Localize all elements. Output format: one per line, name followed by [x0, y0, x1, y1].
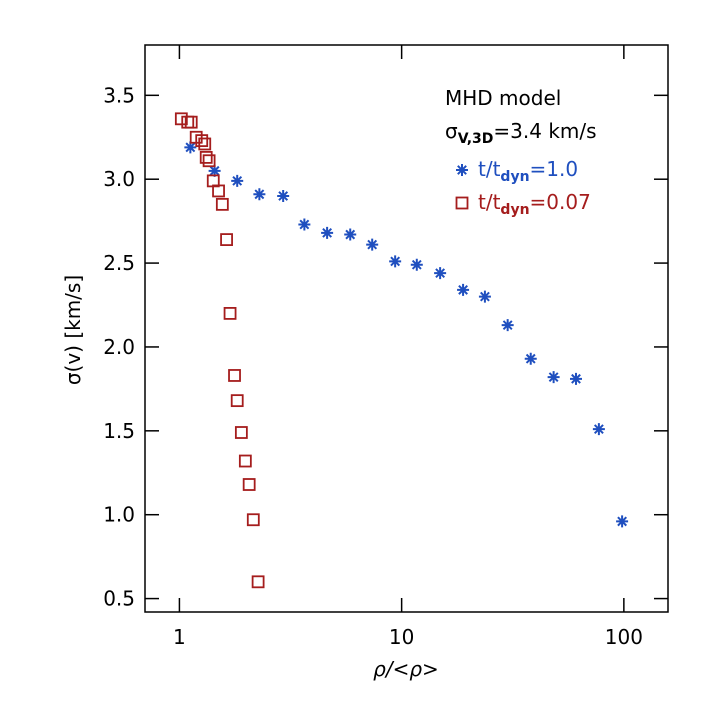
data-point	[234, 426, 248, 439]
data-point	[501, 319, 514, 332]
data-point	[246, 513, 260, 527]
annotation: σV,3D=3.4 km/s	[445, 119, 597, 147]
y-tick-label: 3.5	[103, 83, 135, 107]
data-point	[389, 255, 402, 268]
y-tick-label: 0.5	[103, 587, 135, 611]
x-tick-label: 100	[605, 625, 643, 649]
data-point	[298, 218, 311, 231]
y-tick-label: 1.5	[103, 419, 135, 443]
legend-label: t/tdyn=1.0	[478, 157, 578, 185]
x-axis-label: ρ/<ρ>	[373, 657, 439, 681]
legend-part: =1.0	[530, 157, 579, 181]
data-point	[230, 394, 244, 408]
data-point	[616, 515, 629, 528]
data-point	[434, 267, 447, 280]
data-point	[199, 150, 213, 164]
data-point	[457, 283, 470, 296]
data-point	[242, 478, 256, 491]
data-point	[202, 154, 216, 168]
annotation-part: σ	[445, 119, 458, 143]
y-tick-label: 2.0	[103, 335, 135, 359]
legend-part: =0.07	[530, 190, 591, 214]
data-point	[228, 369, 241, 382]
annotation: MHD model	[445, 86, 561, 110]
data-point	[184, 141, 197, 154]
data-point	[238, 454, 252, 468]
legend-subscript: dyn	[500, 169, 529, 185]
y-tick-label: 2.5	[103, 251, 135, 275]
x-tick-label: 1	[173, 625, 186, 649]
legend-part: t/t	[478, 190, 501, 214]
data-point	[223, 307, 237, 320]
data-point	[251, 575, 265, 589]
data-point	[277, 189, 290, 202]
legend-part: t/t	[478, 157, 501, 181]
data-point	[547, 371, 560, 384]
legend-marker	[456, 164, 468, 176]
data-point	[215, 197, 229, 211]
data-point	[220, 233, 233, 246]
data-point	[569, 372, 582, 385]
data-point	[253, 188, 266, 201]
data-point	[321, 226, 334, 239]
data-point	[174, 112, 188, 126]
data-point	[208, 164, 221, 177]
data-point	[184, 115, 198, 129]
data-point	[212, 184, 225, 198]
annotation-part: =3.4 km/s	[493, 119, 596, 143]
x-tick-label: 10	[389, 625, 414, 649]
data-point	[410, 258, 423, 271]
data-point	[231, 174, 244, 187]
legend-label: t/tdyn=0.07	[478, 190, 591, 218]
legend-subscript: dyn	[500, 202, 529, 218]
data-point	[524, 352, 537, 365]
data-point	[195, 134, 209, 148]
data-point	[181, 115, 195, 129]
y-tick-label: 1.0	[103, 503, 135, 527]
annotation-subscript: V,3D	[458, 131, 494, 147]
plot-frame	[144, 44, 669, 613]
legend-marker	[455, 196, 469, 210]
y-axis-label: σ(v) [km/s]	[61, 275, 85, 385]
data-point	[366, 238, 379, 251]
data-point	[198, 137, 212, 151]
data-point	[592, 423, 605, 436]
y-tick-label: 3.0	[103, 167, 135, 191]
data-point	[478, 290, 491, 303]
data-point	[344, 228, 357, 241]
